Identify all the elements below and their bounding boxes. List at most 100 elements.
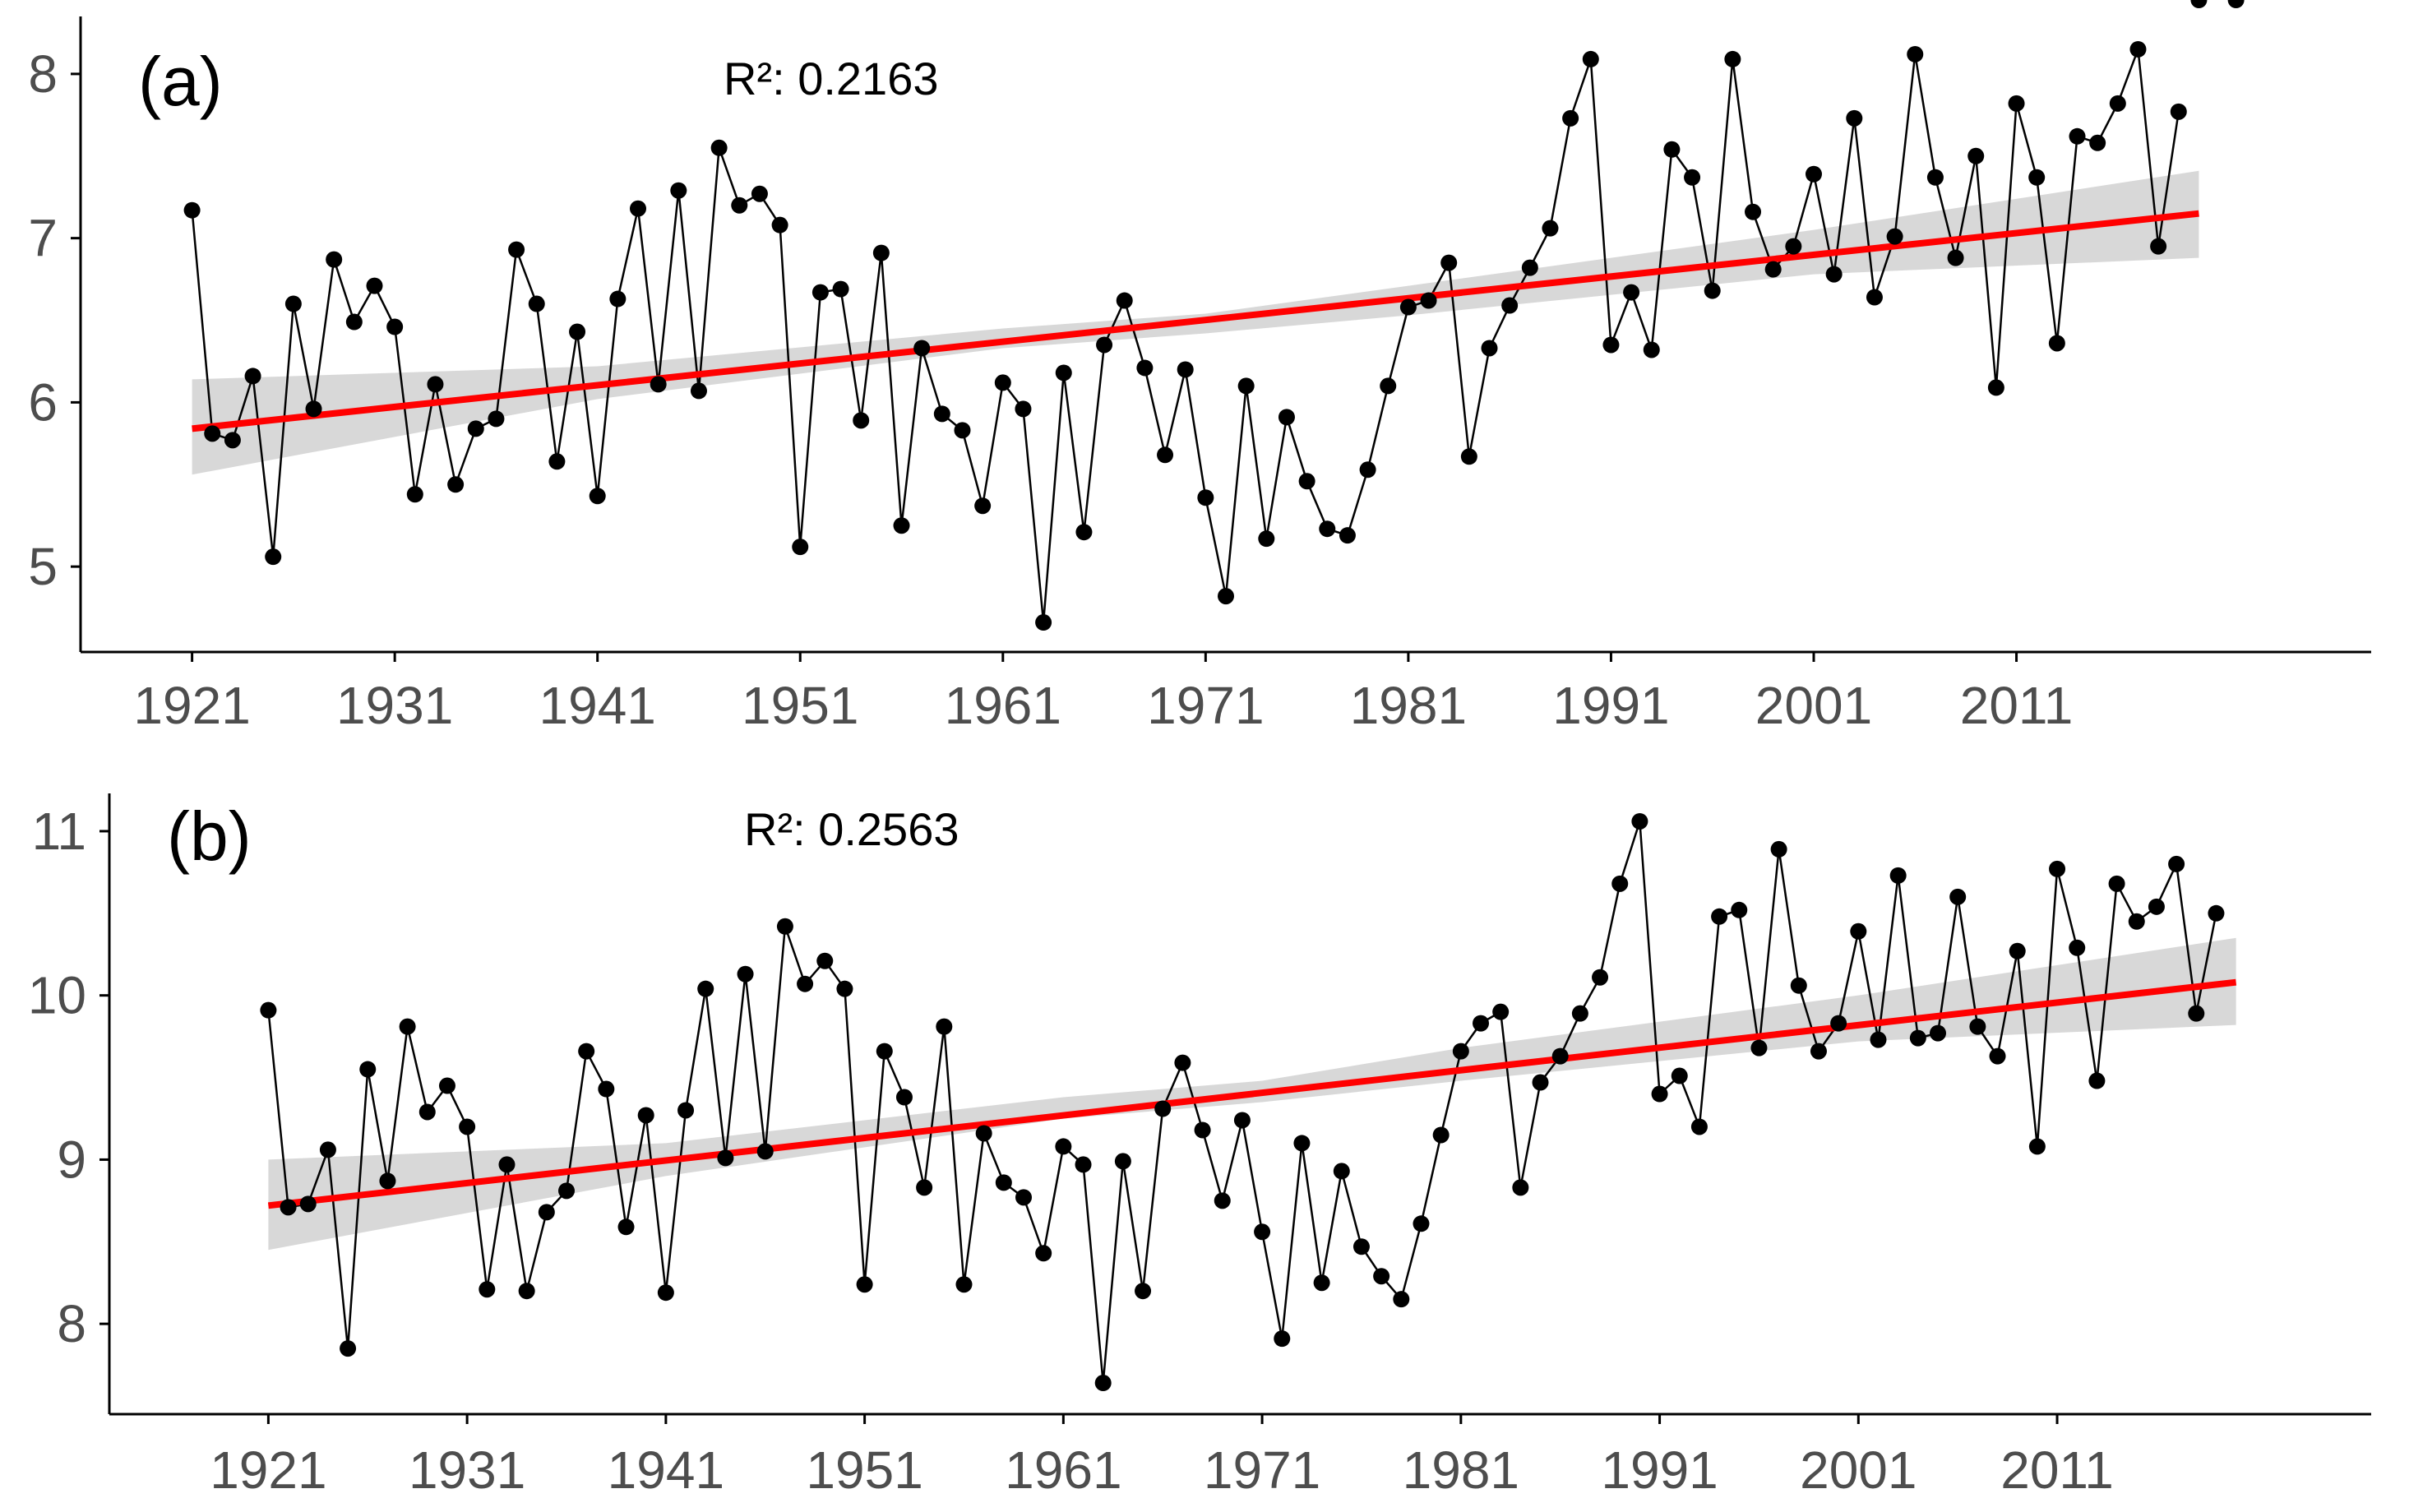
data-point — [1319, 520, 1336, 538]
data-point — [1770, 840, 1787, 858]
data-point — [2008, 95, 2025, 112]
data-point — [1731, 901, 1748, 918]
data-point — [1096, 336, 1113, 354]
data-point — [1473, 1015, 1490, 1032]
y-tick-label: 9 — [57, 1130, 86, 1189]
data-point — [399, 1018, 416, 1035]
y-tick-label: 5 — [28, 537, 58, 596]
data-point — [305, 400, 322, 418]
x-tick-label: 1931 — [409, 1440, 525, 1500]
data-point — [1035, 614, 1052, 631]
data-point — [2028, 1138, 2046, 1155]
data-point — [2128, 913, 2145, 930]
data-point — [1440, 254, 1458, 271]
data-point — [598, 1080, 615, 1098]
data-point — [1413, 1215, 1430, 1232]
data-point — [558, 1182, 576, 1200]
data-point — [528, 295, 545, 312]
data-point — [617, 1218, 635, 1236]
x-tick-label: 1941 — [539, 676, 656, 735]
data-point — [2188, 1005, 2205, 1022]
data-point — [1420, 292, 1437, 309]
data-point — [697, 980, 714, 997]
data-point — [1949, 888, 1967, 905]
data-point — [589, 488, 606, 505]
data-point — [832, 280, 849, 298]
data-point — [1075, 1156, 1092, 1173]
data-point — [1258, 530, 1275, 548]
data-point — [224, 432, 241, 449]
data-point — [2088, 1072, 2106, 1089]
data-point — [1846, 109, 1863, 127]
data-point — [975, 1125, 992, 1142]
r-squared-annotation: R²: 0.2563 — [744, 803, 959, 855]
data-point — [1745, 203, 1762, 220]
panel-b: 8 9 10 11 1921 1931 1941 1951 1961 1971 1981 1991 20… — [28, 0, 2371, 1500]
data-point — [2208, 904, 2225, 922]
data-point — [1154, 1100, 1172, 1117]
data-point — [650, 376, 667, 393]
data-point — [2009, 942, 2026, 959]
panel-label: (a) — [138, 43, 223, 120]
data-point — [359, 1061, 377, 1078]
data-point — [1671, 1067, 1688, 1084]
x-tick-label: 1961 — [945, 676, 1061, 735]
panel-label: (b) — [167, 798, 252, 875]
data-point — [418, 1103, 436, 1121]
y-tick-label: 8 — [28, 44, 58, 104]
data-point — [717, 1149, 734, 1167]
x-tick-label: 1991 — [1601, 1440, 1718, 1500]
data-point — [2168, 855, 2185, 872]
data-point — [1623, 284, 1640, 301]
data-point — [438, 1077, 455, 1094]
data-point — [1293, 1135, 1311, 1152]
data-point — [737, 965, 754, 983]
x-tick-label: 1951 — [742, 676, 858, 735]
x-tick-label: 1981 — [1403, 1440, 1519, 1500]
data-point — [994, 374, 1011, 391]
data-point — [1750, 1039, 1768, 1057]
data-point — [731, 197, 748, 214]
data-point — [1643, 341, 1660, 358]
data-point — [1157, 446, 1174, 464]
data-point — [265, 548, 282, 566]
data-point — [1233, 1112, 1251, 1129]
data-point — [479, 1281, 496, 1298]
data-point — [856, 1276, 873, 1293]
data-point — [776, 918, 793, 935]
data-point — [670, 182, 687, 199]
data-point — [1690, 1118, 1708, 1135]
data-point — [630, 200, 647, 217]
data-point — [1512, 1179, 1529, 1196]
data-point — [710, 139, 728, 156]
x-tick-label: 1951 — [806, 1440, 922, 1500]
data-point — [2109, 95, 2126, 112]
data-point — [538, 1204, 555, 1221]
x-tick-label: 2001 — [1755, 676, 1872, 735]
x-tick-label: 1931 — [336, 676, 453, 735]
panel-a: 5 6 7 8 1921 1931 1941 1951 1961 1971 1981 1991 2001… — [28, 0, 2371, 735]
data-point — [345, 313, 363, 331]
data-point — [756, 1143, 774, 1160]
data-point — [1094, 1375, 1112, 1392]
data-point — [1333, 1163, 1350, 1180]
y-tick-label: 6 — [28, 372, 58, 432]
data-point — [578, 1043, 595, 1060]
data-point — [1907, 45, 1924, 62]
data-point — [366, 277, 383, 294]
data-point — [895, 1089, 913, 1106]
data-point — [1237, 377, 1255, 395]
data-point — [1790, 977, 1807, 994]
data-point — [1631, 812, 1648, 830]
data-point — [1015, 1189, 1033, 1206]
data-point — [751, 185, 768, 202]
data-point — [2148, 898, 2165, 915]
data-point — [498, 1156, 516, 1173]
x-tick-label: 1991 — [1552, 676, 1669, 735]
data-point — [1373, 1268, 1390, 1285]
data-point — [1359, 461, 1376, 479]
data-point — [811, 284, 829, 301]
data-point — [2227, 0, 2245, 8]
data-point — [386, 318, 404, 335]
data-point — [872, 244, 890, 261]
